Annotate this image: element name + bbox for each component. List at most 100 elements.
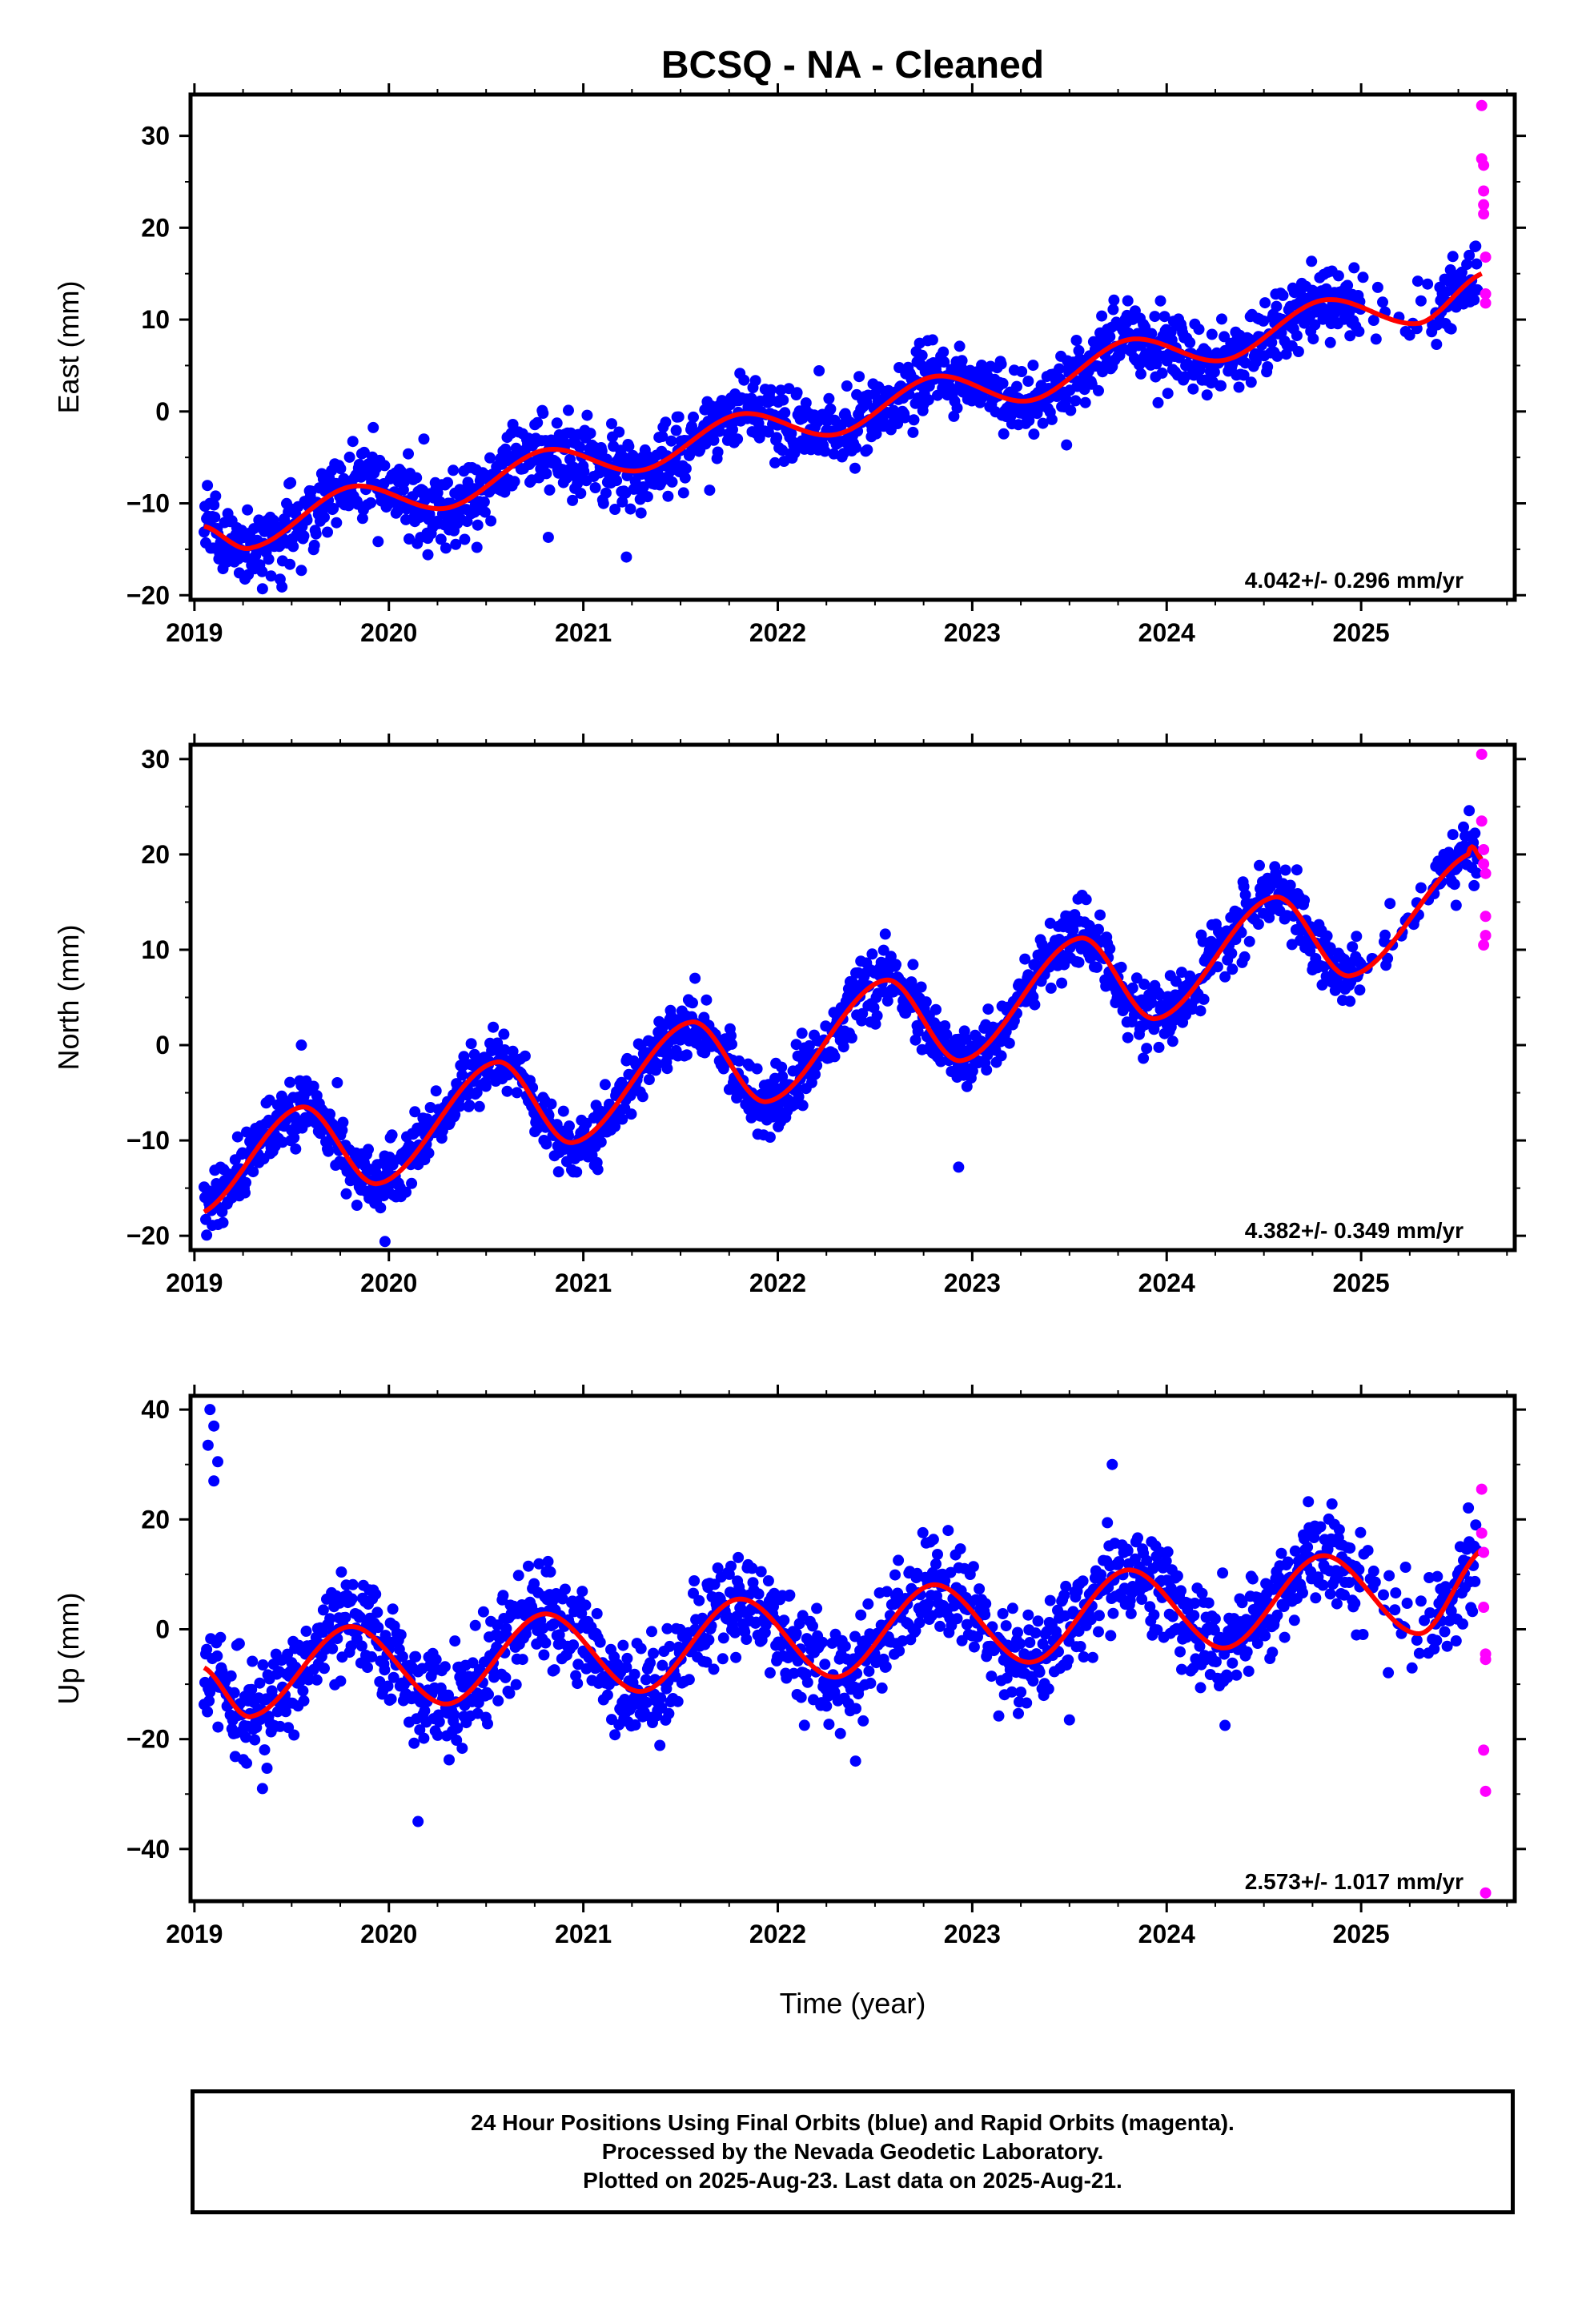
final-orbit-point	[422, 549, 434, 561]
final-orbit-point	[508, 476, 520, 488]
final-orbit-point	[201, 1229, 213, 1241]
final-orbit-point	[545, 1098, 557, 1110]
final-orbit-point	[1288, 1614, 1300, 1626]
final-orbit-point	[1324, 336, 1336, 348]
final-orbit-point	[1166, 1610, 1178, 1622]
final-orbit-point	[611, 475, 623, 487]
final-orbit-point	[1058, 1590, 1070, 1601]
final-orbit-point	[249, 1734, 261, 1746]
final-orbit-point	[1095, 1569, 1107, 1581]
x-tick-label: 2021	[555, 1920, 612, 1948]
final-orbit-point	[450, 538, 462, 550]
final-orbit-point	[430, 1654, 442, 1666]
final-orbit-point	[1259, 1630, 1271, 1642]
final-orbit-point	[693, 1594, 705, 1606]
final-orbit-point	[829, 1687, 841, 1699]
final-orbit-point	[916, 349, 928, 361]
final-orbit-point	[863, 1665, 875, 1677]
final-orbit-point	[920, 996, 932, 1008]
final-orbit-point	[784, 1589, 796, 1601]
final-orbit-point	[548, 1664, 560, 1676]
final-orbit-point	[871, 1010, 883, 1022]
final-orbit-point	[845, 1032, 857, 1043]
x-tick-label: 2024	[1138, 1920, 1195, 1948]
final-orbit-point	[574, 441, 586, 453]
final-orbit-point	[1357, 271, 1369, 283]
final-orbit-point	[797, 1100, 809, 1112]
final-orbit-point	[616, 1113, 628, 1125]
final-orbit-point	[1086, 1651, 1098, 1663]
x-tick-label: 2023	[944, 1269, 1001, 1297]
final-orbit-point	[563, 404, 574, 416]
final-orbit-point	[471, 541, 483, 553]
final-orbit-point	[1094, 909, 1106, 921]
final-orbit-point	[512, 1570, 524, 1582]
final-orbit-point	[938, 346, 950, 358]
final-orbit-point	[1371, 281, 1383, 293]
final-orbit-point	[1362, 1545, 1374, 1557]
final-orbit-point	[1431, 1570, 1443, 1582]
final-orbit-point	[1073, 344, 1085, 356]
final-orbit-point	[1471, 867, 1483, 879]
final-orbit-point	[308, 539, 320, 551]
final-orbit-point	[298, 1695, 310, 1707]
final-orbit-point	[927, 1534, 939, 1546]
final-orbit-point	[1291, 330, 1303, 342]
final-orbit-point	[1056, 977, 1068, 989]
final-orbit-point	[954, 1543, 966, 1555]
final-orbit-point	[997, 377, 1009, 389]
final-orbit-outlier	[208, 1420, 220, 1432]
final-orbit-point	[580, 1599, 592, 1611]
rapid-orbit-point	[1478, 159, 1490, 171]
final-orbit-point	[1073, 956, 1085, 968]
x-tick-label: 2024	[1138, 1269, 1195, 1297]
final-orbit-point	[1060, 1580, 1072, 1592]
final-orbit-point	[681, 1049, 693, 1061]
final-orbit-point	[362, 1662, 373, 1674]
final-orbit-point	[581, 409, 593, 421]
final-orbit-point	[1209, 1613, 1221, 1625]
final-orbit-point	[889, 1569, 901, 1581]
final-orbit-point	[307, 1080, 319, 1092]
final-orbit-point	[335, 1566, 347, 1578]
final-orbit-outlier	[202, 1439, 214, 1451]
final-orbit-outlier	[1219, 1719, 1231, 1731]
rapid-orbit-point	[1480, 911, 1492, 923]
final-orbit-point	[1104, 943, 1116, 955]
final-orbit-point	[1316, 979, 1328, 991]
final-orbit-point	[482, 1718, 493, 1730]
final-orbit-point	[1152, 396, 1164, 408]
x-tick-label: 2023	[944, 1920, 1001, 1948]
final-orbit-point	[837, 1041, 849, 1053]
final-orbit-point	[688, 411, 699, 423]
final-orbit-point	[600, 487, 612, 499]
final-orbit-point	[656, 431, 669, 442]
final-orbit-point	[1267, 1647, 1279, 1659]
final-orbit-point	[382, 1680, 394, 1692]
final-orbit-point	[1027, 1675, 1039, 1687]
final-orbit-point	[1303, 1496, 1315, 1508]
rapid-orbit-point	[1476, 99, 1488, 111]
final-orbit-point	[1349, 1598, 1361, 1610]
final-orbit-point	[1415, 882, 1427, 894]
final-orbit-point	[459, 533, 471, 545]
final-orbit-point	[1309, 319, 1321, 331]
final-orbit-outlier	[379, 1236, 391, 1248]
final-orbit-point	[331, 1077, 343, 1088]
final-orbit-point	[458, 1051, 470, 1063]
final-orbit-point	[823, 1719, 835, 1731]
final-orbit-point	[1093, 923, 1104, 935]
final-orbit-point	[544, 484, 556, 496]
final-orbit-point	[432, 1729, 444, 1741]
final-orbit-point	[353, 459, 365, 470]
final-orbit-point	[372, 536, 384, 548]
final-orbit-point	[599, 1079, 611, 1091]
final-orbit-point	[689, 972, 701, 984]
final-orbit-point	[335, 1675, 347, 1687]
final-orbit-point	[861, 444, 873, 456]
final-orbit-point	[1037, 417, 1049, 429]
final-orbit-point	[1015, 1687, 1027, 1698]
final-orbit-point	[779, 407, 791, 419]
final-orbit-point	[968, 1641, 980, 1653]
final-orbit-point	[540, 1138, 552, 1150]
